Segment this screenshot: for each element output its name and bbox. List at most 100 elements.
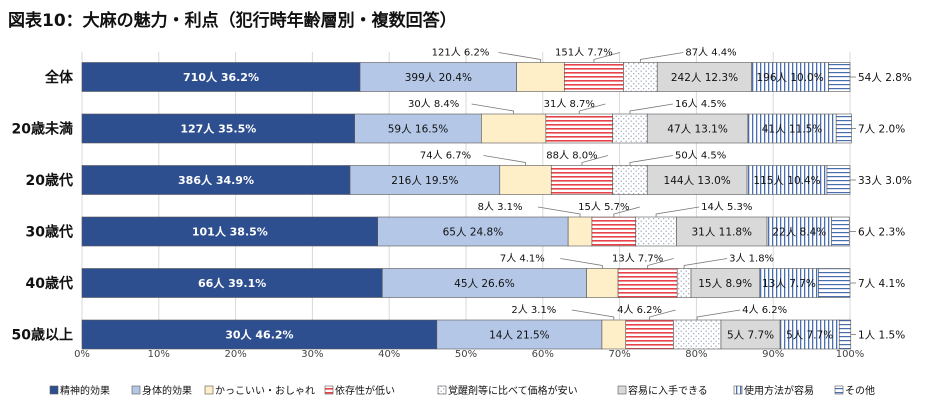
data-label: 65人 24.8%	[443, 227, 504, 239]
callout-leader	[613, 206, 640, 217]
bar-segment	[349, 165, 501, 195]
chart-title: 図表10：大麻の魅力・利点（犯行時年齢層別・複数回答）	[8, 10, 457, 31]
legend-label: 依存性が低い	[335, 384, 395, 397]
bar-segment	[81, 216, 378, 247]
legend-swatch	[733, 385, 743, 395]
data-label: 710人 36.2%	[183, 70, 259, 84]
data-label: 54人 2.8%	[858, 72, 912, 84]
data-label: 22人 8.4%	[772, 227, 826, 239]
bar-segment	[436, 319, 603, 350]
data-label: 399人 20.4%	[405, 72, 472, 84]
bar-segment	[720, 319, 781, 350]
bar-segment	[656, 62, 752, 92]
bar-segment	[516, 62, 565, 92]
bar-segment	[831, 216, 850, 247]
legend-label: かっこいい・おしゃれ	[215, 385, 315, 397]
bar-segment	[759, 268, 819, 298]
callout-leader	[560, 258, 603, 269]
bar-segment	[635, 216, 677, 247]
data-label: 14人 5.3%	[701, 201, 752, 213]
x-tick-label: 40%	[378, 349, 400, 360]
bar-segment	[646, 165, 748, 195]
bar-segment	[359, 62, 517, 92]
data-label: 31人 11.8%	[691, 227, 752, 239]
bar-segment	[81, 165, 351, 195]
callout-leader	[649, 309, 676, 320]
data-label: 196人 10.0%	[756, 72, 823, 84]
x-tick-label: 70%	[608, 349, 630, 360]
x-tick-label: 30%	[301, 349, 323, 360]
bar-segment	[586, 268, 619, 298]
data-label: 15人 5.7%	[578, 201, 629, 213]
data-label: 3人 1.8%	[729, 253, 774, 265]
bar-segment	[81, 62, 361, 92]
callout-leader	[471, 103, 515, 114]
data-label: 47人 13.1%	[667, 124, 728, 136]
callout-leader	[581, 155, 609, 166]
data-label: 151人 7.7%	[555, 47, 613, 59]
bar-segment	[818, 268, 851, 298]
category-label: 全体	[44, 69, 74, 86]
data-label: 7人 4.1%	[500, 253, 545, 265]
x-tick-label: 10%	[148, 349, 170, 360]
bar-segment	[591, 216, 637, 247]
data-label: 8人 3.1%	[478, 201, 523, 213]
data-label: 1人 1.5%	[858, 330, 905, 342]
bar-segment	[601, 319, 627, 350]
bar-segment	[617, 268, 678, 298]
bar-segment	[646, 113, 749, 144]
data-label: 7人 2.0%	[858, 124, 905, 136]
data-label: 59人 16.5%	[388, 124, 449, 136]
data-label: 30人 46.2%	[225, 328, 293, 342]
x-tick-label: 90%	[762, 349, 784, 360]
callout-leader	[683, 258, 728, 269]
data-label: 13人 7.7%	[612, 253, 663, 265]
data-label: 386人 34.9%	[178, 173, 254, 187]
bar-segment	[481, 113, 547, 144]
data-label: 74人 6.7%	[420, 150, 471, 162]
callout-leader	[696, 309, 741, 320]
data-label: 4人 6.2%	[742, 304, 787, 316]
callout-leader	[537, 206, 581, 217]
data-label: 30人 8.4%	[408, 98, 459, 110]
data-label: 5人 7.7%	[786, 330, 833, 342]
category-label: 40歳代	[26, 275, 73, 292]
x-tick-label: 50%	[455, 349, 477, 360]
data-label: 45人 26.6%	[454, 278, 515, 290]
bar-segment	[550, 165, 613, 195]
data-label: 87人 4.4%	[685, 47, 736, 59]
legend-label: 覚醒剤等に比べて価格が安い	[448, 384, 578, 397]
data-label: 121人 6.2%	[432, 47, 490, 59]
data-label: 7人 4.1%	[858, 278, 905, 290]
legend-label: 身体的効果	[142, 384, 192, 397]
data-label: 242人 12.3%	[671, 72, 738, 84]
x-tick-label: 60%	[532, 349, 554, 360]
data-label: 2人 3.1%	[511, 304, 556, 316]
legend-swatch	[204, 385, 214, 395]
legend-swatch	[437, 385, 447, 395]
legend-swatch	[324, 385, 334, 395]
data-label: 33人 3.0%	[858, 175, 912, 187]
bar-segment	[499, 165, 552, 195]
x-tick-label: 100%	[836, 349, 865, 360]
bar-segment	[746, 165, 828, 195]
callout-leader	[647, 258, 674, 269]
callout-leader	[483, 155, 526, 166]
bar-segment	[828, 62, 851, 92]
data-label: 115人 10.4%	[753, 175, 820, 187]
bar-segment	[81, 113, 355, 144]
data-label: 5人 7.7%	[727, 330, 774, 342]
bar-segment	[766, 216, 832, 247]
legend-swatch	[834, 385, 844, 395]
callout-leader	[571, 309, 615, 320]
bar-segment	[545, 113, 613, 144]
data-label: 31人 8.7%	[544, 98, 595, 110]
bar-segment	[676, 216, 768, 247]
x-tick-label: 0%	[74, 349, 90, 360]
bar-segment	[612, 113, 648, 144]
data-label: 88人 8.0%	[546, 150, 597, 162]
legend-label: 精神的効果	[60, 384, 110, 397]
bar-segment	[564, 62, 624, 92]
bar-segment	[567, 216, 593, 247]
bar-segment	[381, 268, 587, 298]
